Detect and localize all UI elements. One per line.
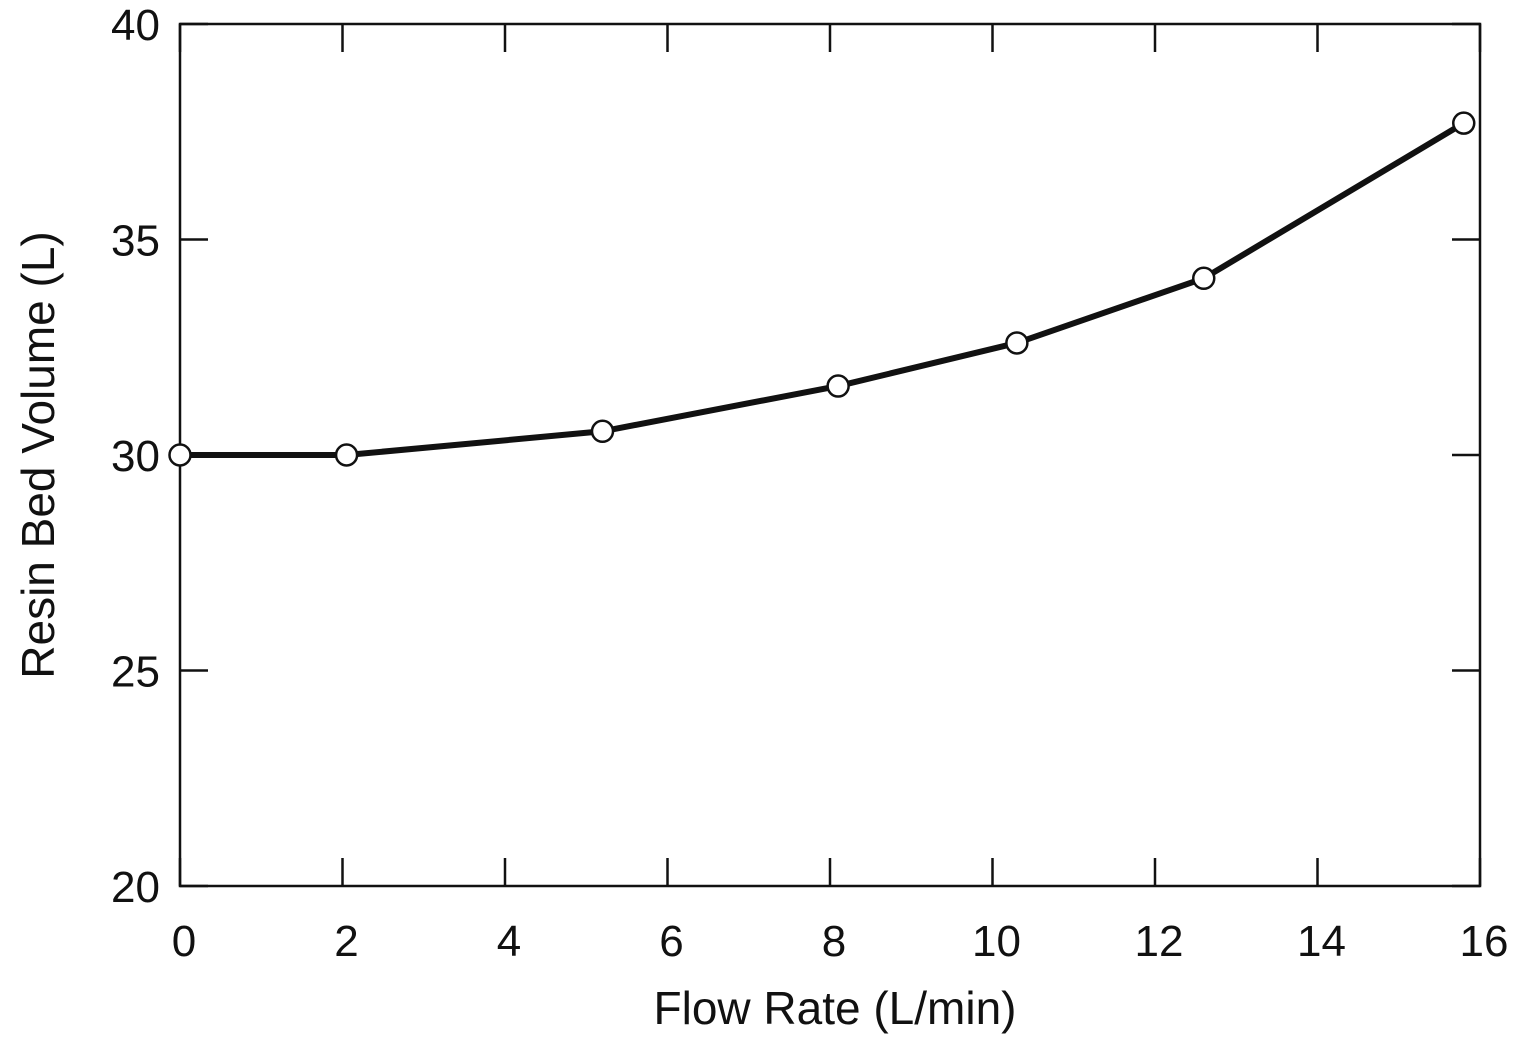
data-point: [168, 443, 192, 467]
y-tick-label: 35: [111, 217, 160, 266]
series-line: [177, 120, 1467, 458]
x-tick-label: 16: [1460, 917, 1509, 966]
x-tick-label: 2: [334, 917, 358, 966]
y-tick-label: 25: [111, 648, 160, 697]
y-axis-title: Resin Bed Volume (L): [12, 231, 64, 678]
data-point: [334, 443, 359, 467]
data-point: [1192, 266, 1216, 291]
series-layer: [168, 111, 1476, 467]
y-tick-label: 30: [111, 432, 160, 481]
x-tick-label: 8: [822, 917, 846, 966]
data-point: [826, 374, 850, 398]
x-tick-label: 4: [497, 917, 521, 966]
y-tick-label: 20: [111, 863, 160, 912]
x-tick-label: 12: [1135, 917, 1184, 966]
tick-labels: 0 2 4 6 8 10 12 14 16 20 25 30 35 40: [111, 1, 1508, 966]
x-axis-title: Flow Rate (L/min): [654, 982, 1017, 1034]
y-tick-label: 40: [111, 1, 160, 50]
ticks: [178, 22, 1482, 888]
data-point: [1005, 331, 1029, 355]
data-point: [1452, 111, 1476, 135]
data-point: [590, 419, 615, 444]
x-tick-label: 10: [972, 917, 1021, 966]
x-tick-label: 14: [1297, 917, 1346, 966]
x-tick-label: 0: [172, 917, 196, 966]
x-tick-label: 6: [659, 917, 683, 966]
